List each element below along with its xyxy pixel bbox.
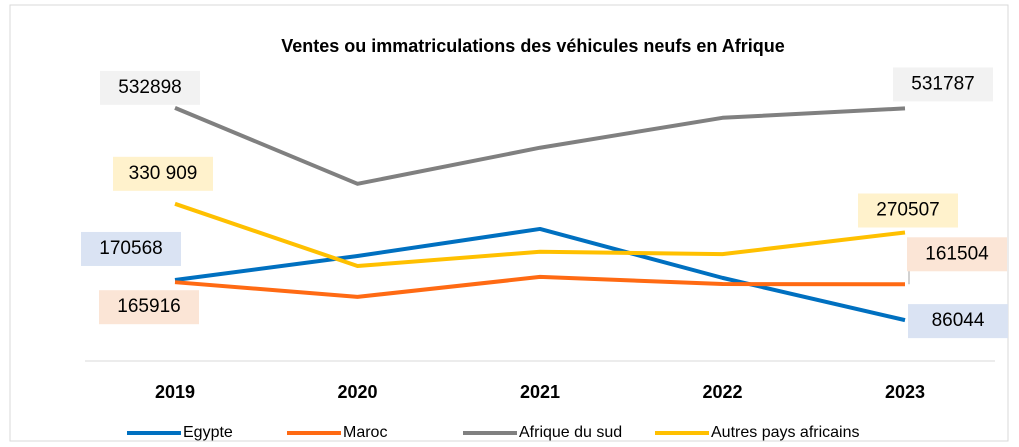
data-label: 86044 xyxy=(932,310,985,331)
data-label: 165916 xyxy=(117,296,180,317)
x-tick-label: 2023 xyxy=(885,382,925,402)
legend-label: Maroc xyxy=(343,424,387,441)
data-label-box xyxy=(100,70,200,105)
legend-label: Egypte xyxy=(183,424,233,441)
x-tick-label: 2022 xyxy=(702,382,742,402)
data-label-box xyxy=(81,231,181,266)
series-line xyxy=(174,274,906,299)
data-label-box xyxy=(113,156,213,191)
series-line xyxy=(174,106,906,186)
data-label: 330 909 xyxy=(129,163,198,184)
data-label: 532898 xyxy=(118,77,181,98)
data-label-box xyxy=(907,237,1007,272)
chart-title: Ventes ou immatriculations des véhicules… xyxy=(281,36,784,56)
data-label-box xyxy=(858,193,958,228)
legend-label: Afrique du sud xyxy=(519,424,622,441)
data-label: 170568 xyxy=(99,238,162,259)
data-label-box xyxy=(893,67,993,102)
data-label: 531787 xyxy=(911,73,974,94)
data-label: 270507 xyxy=(876,200,939,221)
x-tick-label: 2019 xyxy=(155,382,195,402)
legend-label: Autres pays africains xyxy=(711,424,860,441)
series-line xyxy=(174,201,906,268)
series-line xyxy=(174,226,906,323)
data-label-box xyxy=(908,304,1008,339)
x-tick-label: 2020 xyxy=(337,382,377,402)
x-tick-label: 2021 xyxy=(520,382,560,402)
data-label: 161504 xyxy=(925,243,989,264)
data-label-box xyxy=(99,290,199,325)
